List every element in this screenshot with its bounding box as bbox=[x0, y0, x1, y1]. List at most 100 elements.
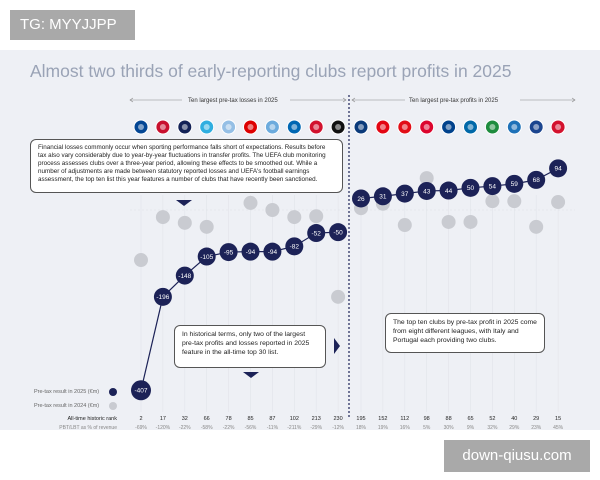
rank-value: 40 bbox=[511, 416, 517, 422]
pct-value: -29% bbox=[310, 425, 322, 431]
legend-dot-2025 bbox=[109, 388, 117, 396]
rank-value: 87 bbox=[269, 416, 275, 422]
dot-2024 bbox=[419, 171, 434, 186]
pct-value: 5% bbox=[423, 425, 431, 431]
dot-2024 bbox=[265, 203, 280, 217]
data-label: 68 bbox=[533, 177, 541, 184]
pct-value: 32% bbox=[487, 425, 498, 431]
data-label: 43 bbox=[423, 188, 431, 195]
pct-value: 23% bbox=[531, 425, 542, 431]
data-label: -52 bbox=[311, 230, 321, 237]
manchester-city-logo-icon bbox=[264, 119, 280, 135]
rank-value: 98 bbox=[424, 416, 430, 422]
dot-2025 bbox=[461, 178, 480, 197]
dot-2024 bbox=[134, 253, 148, 268]
pct-value: -211% bbox=[287, 425, 302, 431]
arrow-head-icon bbox=[571, 97, 576, 103]
series-2025-line bbox=[360, 167, 559, 200]
data-label: -148 bbox=[178, 273, 191, 280]
rank-value: 195 bbox=[356, 416, 365, 422]
dot-2025 bbox=[197, 247, 216, 266]
pct-value: -11% bbox=[267, 425, 279, 431]
pct-value: -69% bbox=[135, 425, 147, 431]
benfica-logo-icon bbox=[397, 119, 413, 135]
callout-arrow-icon bbox=[334, 338, 340, 354]
callout-arrow-icon bbox=[176, 200, 192, 206]
chart-title: Almost two thirds of early-reporting clu… bbox=[30, 61, 512, 81]
pct-value: 19% bbox=[378, 425, 389, 431]
dot-2024 bbox=[243, 195, 258, 210]
arrow-head-icon bbox=[342, 97, 347, 103]
dot-2025 bbox=[131, 380, 151, 401]
rank-value: 88 bbox=[446, 416, 452, 422]
dot-2024 bbox=[199, 219, 214, 234]
juventus-logo-icon bbox=[330, 119, 346, 135]
dot-2025 bbox=[505, 174, 524, 193]
dot-2024 bbox=[397, 218, 412, 233]
dot-2024 bbox=[177, 215, 192, 230]
bayern-logo-icon bbox=[419, 119, 435, 135]
dot-2025 bbox=[352, 189, 370, 208]
dot-2024 bbox=[287, 210, 302, 225]
dot-2025 bbox=[241, 242, 260, 261]
dot-2025 bbox=[373, 187, 392, 206]
rank-value: 65 bbox=[467, 416, 473, 422]
lyon-logo-icon bbox=[155, 119, 171, 135]
pct-value: 18% bbox=[356, 425, 367, 431]
crystal-palace-logo-icon bbox=[528, 119, 544, 135]
dot-2024 bbox=[485, 194, 500, 209]
aston-villa-logo-icon bbox=[221, 119, 237, 135]
arrow-head-icon bbox=[129, 97, 134, 103]
dot-2025 bbox=[527, 170, 546, 189]
pct-value: -12% bbox=[332, 425, 344, 431]
pct-value: 45% bbox=[553, 425, 564, 431]
rank-value: 213 bbox=[312, 416, 321, 422]
legend-dot-2024 bbox=[109, 402, 117, 410]
rank-value: 29 bbox=[533, 416, 539, 422]
pct-value: 9% bbox=[467, 425, 475, 431]
watermark-bottom: down-qiusu.com bbox=[444, 440, 590, 472]
dot-2024 bbox=[309, 209, 324, 224]
rank-value: 32 bbox=[182, 416, 188, 422]
pct-value: 16% bbox=[400, 425, 411, 431]
dot-2024 bbox=[155, 210, 170, 225]
rank-value: 102 bbox=[290, 416, 299, 422]
data-label: -94 bbox=[246, 249, 256, 256]
dot-2025 bbox=[175, 266, 194, 285]
dot-2025 bbox=[219, 243, 238, 262]
dot-2025 bbox=[549, 159, 568, 178]
data-label: 37 bbox=[401, 191, 409, 198]
dot-2024 bbox=[441, 214, 456, 229]
dot-2024 bbox=[507, 194, 522, 209]
atalanta-logo-icon bbox=[506, 119, 522, 135]
rank-value: 2 bbox=[139, 416, 142, 422]
rank-row-label: All-time historic rank bbox=[67, 416, 117, 422]
data-label: 59 bbox=[511, 181, 519, 188]
data-label: -95 bbox=[224, 249, 234, 256]
data-label: 31 bbox=[379, 194, 387, 201]
data-label: 54 bbox=[489, 183, 497, 190]
lille-logo-icon bbox=[550, 119, 566, 135]
watermark-top: TG: MYYJJPP bbox=[10, 10, 135, 40]
tottenham-logo-icon bbox=[177, 119, 193, 135]
rank-value: 78 bbox=[226, 416, 232, 422]
feyenoord-logo-icon bbox=[375, 119, 391, 135]
legend-2024: Pre-tax result in 2024 (€m) bbox=[34, 403, 100, 409]
pct-value: -22% bbox=[223, 425, 235, 431]
data-label: -407 bbox=[134, 388, 147, 395]
rank-value: 52 bbox=[489, 416, 495, 422]
data-label: -82 bbox=[290, 244, 300, 251]
dot-2025 bbox=[307, 224, 326, 243]
dot-2025 bbox=[263, 242, 282, 261]
rank-value: 85 bbox=[247, 416, 253, 422]
strasbourg-logo-icon bbox=[286, 119, 302, 135]
celtic-logo-icon bbox=[484, 119, 500, 135]
rank-value: 17 bbox=[160, 416, 166, 422]
pct-value: -22% bbox=[179, 425, 191, 431]
dot-2025 bbox=[417, 181, 436, 200]
data-label: -50 bbox=[333, 229, 343, 236]
dot-2025 bbox=[285, 237, 304, 256]
dot-2025 bbox=[439, 181, 458, 200]
dot-2025 bbox=[329, 223, 348, 242]
note-history: In historical terms, only two of the lar… bbox=[174, 325, 326, 368]
